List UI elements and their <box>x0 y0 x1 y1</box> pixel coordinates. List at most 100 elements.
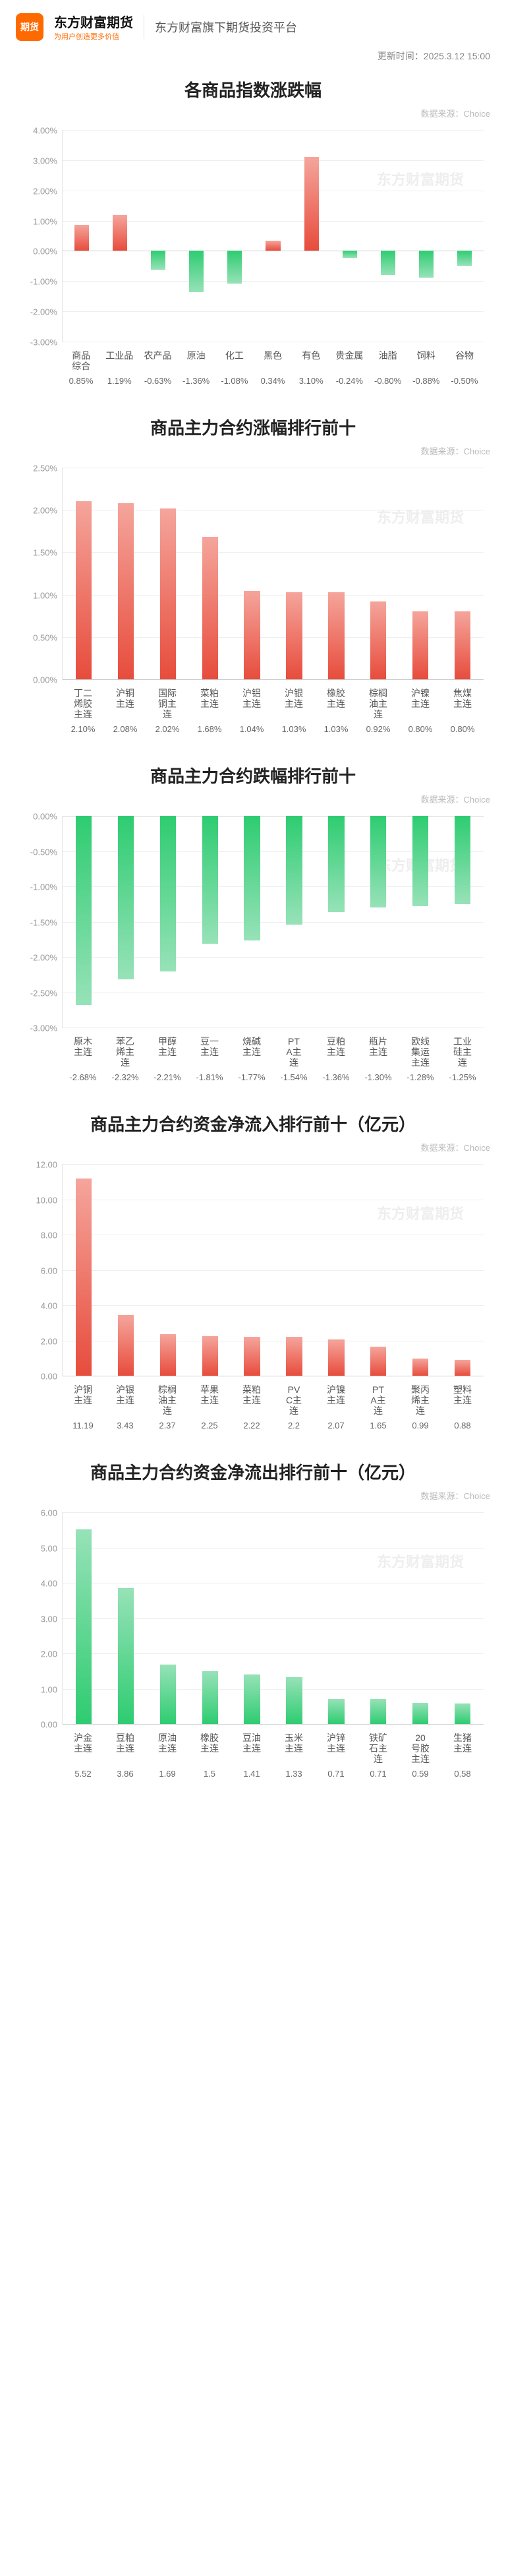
x-axis-label: 原木主连 <box>62 1036 104 1068</box>
x-axis-label: 豆一主连 <box>188 1036 231 1068</box>
x-axis-labels: 原木主连苯乙烯主连甲醇主连豆一主连烧碱主连PTA主连豆粕主连瓶片主连欧线集运主连… <box>62 1036 484 1068</box>
bar <box>266 241 280 251</box>
x-axis-label: 玉米主连 <box>273 1733 315 1764</box>
y-axis-label: 0.00% <box>33 675 63 685</box>
x-axis-value: -1.77% <box>231 1072 273 1082</box>
bar <box>202 816 218 944</box>
x-axis-value: 2.22 <box>231 1421 273 1430</box>
bar-slot <box>189 1512 231 1724</box>
x-axis-value: 2.02% <box>146 724 188 734</box>
x-axis-value: -1.08% <box>215 376 254 386</box>
x-axis-label: 苹果主连 <box>188 1384 231 1416</box>
y-axis-label: 8.00 <box>41 1231 63 1241</box>
bar <box>76 816 92 1005</box>
bar <box>74 225 89 251</box>
bar-slot <box>63 468 105 679</box>
plot-area: 0.002.004.006.008.0010.0012.00东方财富期货 <box>62 1164 484 1376</box>
brand-right: 东方财富旗下期货投资平台 <box>155 18 297 36</box>
y-axis-label: 1.00 <box>41 1684 63 1694</box>
x-axis-value: 2.2 <box>273 1421 315 1430</box>
bar <box>328 1699 344 1724</box>
chart-frame: 0.002.004.006.008.0010.0012.00东方财富期货沪铜主连… <box>16 1157 490 1433</box>
x-axis-label: 沪金主连 <box>62 1733 104 1764</box>
bar-slot <box>63 1512 105 1724</box>
x-axis-value: 2.25 <box>188 1421 231 1430</box>
x-axis-values: -2.68%-2.32%-2.21%-1.81%-1.77%-1.54%-1.3… <box>62 1072 484 1082</box>
chart-frame: 0.00%0.50%1.00%1.50%2.00%2.50%东方财富期货丁二烯胶… <box>16 461 490 737</box>
bars-container <box>63 468 484 679</box>
x-axis-label: 化工 <box>215 350 254 371</box>
x-axis-label: 工业品 <box>100 350 138 371</box>
x-axis-label: 沪银主连 <box>104 1384 146 1416</box>
bar-slot <box>254 130 292 342</box>
bar-slot <box>399 468 441 679</box>
y-axis-label: 2.00 <box>41 1336 63 1346</box>
update-prefix: 更新时间： <box>378 51 424 61</box>
x-axis-label: 橡胶主连 <box>188 1733 231 1764</box>
y-axis-label: 0.50% <box>33 632 63 642</box>
x-axis-label: 沪铝主连 <box>231 688 273 720</box>
x-axis-label: 菜粕主连 <box>188 688 231 720</box>
bar-slot <box>273 468 316 679</box>
y-axis-label: -2.00% <box>30 307 63 317</box>
x-axis-label: 豆粕主连 <box>104 1733 146 1764</box>
x-axis-label: PTA主连 <box>273 1036 315 1068</box>
bar-slot <box>147 468 189 679</box>
x-axis-value: 0.59 <box>399 1769 441 1779</box>
bar-slot <box>315 468 357 679</box>
chart-section: 商品主力合约资金净流入排行前十（亿元）数据来源：Choice0.002.004.… <box>0 1105 506 1453</box>
y-axis-label: 2.00% <box>33 506 63 516</box>
bar-slot <box>231 1512 273 1724</box>
x-axis-value: 3.10% <box>292 376 330 386</box>
bar <box>160 1334 176 1376</box>
gridline: -3.00% <box>63 1027 484 1028</box>
bar <box>118 1315 134 1376</box>
x-axis-label: 沪镍主连 <box>315 1384 357 1416</box>
bar-slot <box>101 130 139 342</box>
x-axis-value: -1.25% <box>441 1072 484 1082</box>
bar <box>244 816 260 940</box>
x-axis-value: 1.04% <box>231 724 273 734</box>
x-axis-label: 国际铜主连 <box>146 688 188 720</box>
x-axis-value: 2.10% <box>62 724 104 734</box>
bar-slot <box>231 816 273 1027</box>
x-axis-value: 1.68% <box>188 724 231 734</box>
bar-slot <box>315 1164 357 1376</box>
bar <box>76 1529 92 1724</box>
x-axis-label: 沪铜主连 <box>62 1384 104 1416</box>
x-axis-label: 铁矿石主连 <box>357 1733 399 1764</box>
bar <box>202 537 218 679</box>
bar <box>343 251 357 258</box>
y-axis-label: 3.00% <box>33 156 63 166</box>
x-axis-label: PVC主连 <box>273 1384 315 1416</box>
plot-area: -3.00%-2.00%-1.00%0.00%1.00%2.00%3.00%4.… <box>62 130 484 342</box>
x-axis-label: 原油主连 <box>146 1733 188 1764</box>
x-axis-label: 棕榈油主连 <box>146 1384 188 1416</box>
x-axis-label: 菜粕主连 <box>231 1384 273 1416</box>
bar <box>412 816 428 906</box>
x-axis-value: 0.85% <box>62 376 100 386</box>
x-axis-label: 豆油主连 <box>231 1733 273 1764</box>
bar <box>160 508 176 679</box>
bar-slot <box>399 816 441 1027</box>
chart-source: 数据来源：Choice <box>0 1489 506 1502</box>
bar-slot <box>189 468 231 679</box>
bar-slot <box>231 1164 273 1376</box>
y-axis-label: -1.50% <box>30 917 63 927</box>
y-axis-label: 6.00 <box>41 1508 63 1518</box>
bar-slot <box>441 816 484 1027</box>
y-axis-label: 10.00 <box>36 1195 63 1205</box>
bar <box>286 1337 302 1376</box>
x-axis-label: 沪镍主连 <box>399 688 441 720</box>
charts-root: 各商品指数涨跌幅数据来源：Choice-3.00%-2.00%-1.00%0.0… <box>0 71 506 1801</box>
bar-slot <box>441 1512 484 1724</box>
plot-area: -3.00%-2.50%-2.00%-1.50%-1.00%-0.50%0.00… <box>62 816 484 1028</box>
brand-sub: 为用户创造更多价值 <box>54 31 133 42</box>
bar-slot <box>147 1164 189 1376</box>
x-axis-values: 2.10%2.08%2.02%1.68%1.04%1.03%1.03%0.92%… <box>62 724 484 734</box>
bar <box>76 501 92 679</box>
x-axis-label: 烧碱主连 <box>231 1036 273 1068</box>
x-axis-value: 0.88 <box>441 1421 484 1430</box>
y-axis-label: 6.00 <box>41 1266 63 1275</box>
x-axis-value: -1.81% <box>188 1072 231 1082</box>
